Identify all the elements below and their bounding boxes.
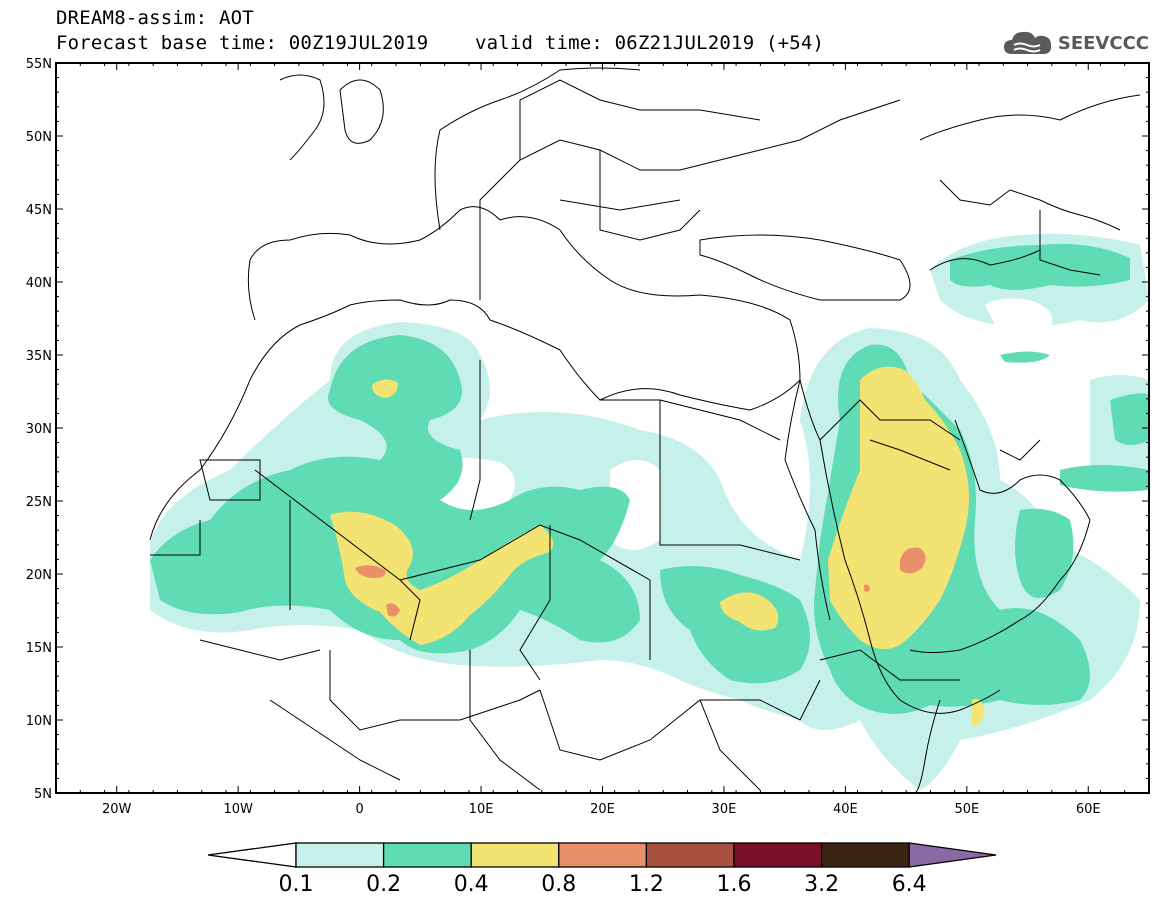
colorbar-swatch [295, 842, 385, 868]
lat-label: 5N [34, 787, 52, 802]
lon-label: 50E [954, 802, 979, 817]
lat-label: 10N [26, 714, 52, 729]
lat-label: 40N [26, 276, 52, 291]
lat-label: 35N [26, 349, 52, 364]
colorbar-swatch [470, 842, 560, 868]
aot-level-0-4 [330, 366, 985, 726]
map-title: DREAM8-assim: AOT [56, 7, 254, 29]
colorbar-under-arrow [207, 842, 297, 868]
colorbar-label: 3.2 [804, 872, 839, 897]
aot-field [150, 233, 1149, 790]
lon-label: 0 [355, 802, 363, 817]
colorbar-swatch [820, 842, 910, 868]
seevccc-logo: SEEVCCC [1002, 28, 1149, 58]
lat-label: 50N [26, 130, 52, 145]
lat-label: 45N [26, 203, 52, 218]
aot-level-0-8 [355, 547, 926, 617]
lon-label: 60E [1076, 802, 1101, 817]
lat-label: 30N [26, 422, 52, 437]
colorbar-label: 6.4 [892, 872, 927, 897]
colorbar-swatch [733, 842, 823, 868]
longitude-axis: 20W 10W 0 10E 20E 30E 40E 50E 60E [55, 63, 1150, 817]
lat-label: 55N [26, 57, 52, 72]
colorbar-swatch [382, 842, 472, 868]
colorbar-label: 1.6 [717, 872, 752, 897]
colorbar-label: 0.8 [541, 872, 576, 897]
colorbar-label: 0.1 [279, 872, 314, 897]
logo-text: SEEVCCC [1057, 32, 1149, 54]
map-outlines [149, 67, 1141, 793]
cloud-icon [1003, 31, 1051, 54]
colorbar-swatch [558, 842, 648, 868]
colorbar-label: 0.2 [366, 872, 401, 897]
lon-label: 20W [102, 802, 132, 817]
colorbar: 0.1 0.2 0.4 0.8 1.2 1.6 3.2 6.4 [207, 842, 997, 897]
lon-label: 30E [712, 802, 737, 817]
lon-label: 10E [469, 802, 494, 817]
colorbar-label: 1.2 [629, 872, 664, 897]
forecast-times: Forecast base time: 00Z19JUL2019 valid t… [56, 32, 825, 54]
colorbar-swatch [645, 842, 735, 868]
latitude-axis: 55N 50N 45N 40N 35N 30N 25N 20N 15N 10N 5N [26, 57, 1149, 802]
lon-label: 20E [590, 802, 615, 817]
lat-label: 25N [26, 495, 52, 510]
lon-label: 10W [223, 802, 253, 817]
lat-label: 15N [26, 641, 52, 656]
lat-label: 20N [26, 568, 52, 583]
lon-label: 40E [833, 802, 858, 817]
colorbar-label: 0.4 [454, 872, 489, 897]
colorbar-over-arrow [908, 842, 997, 868]
